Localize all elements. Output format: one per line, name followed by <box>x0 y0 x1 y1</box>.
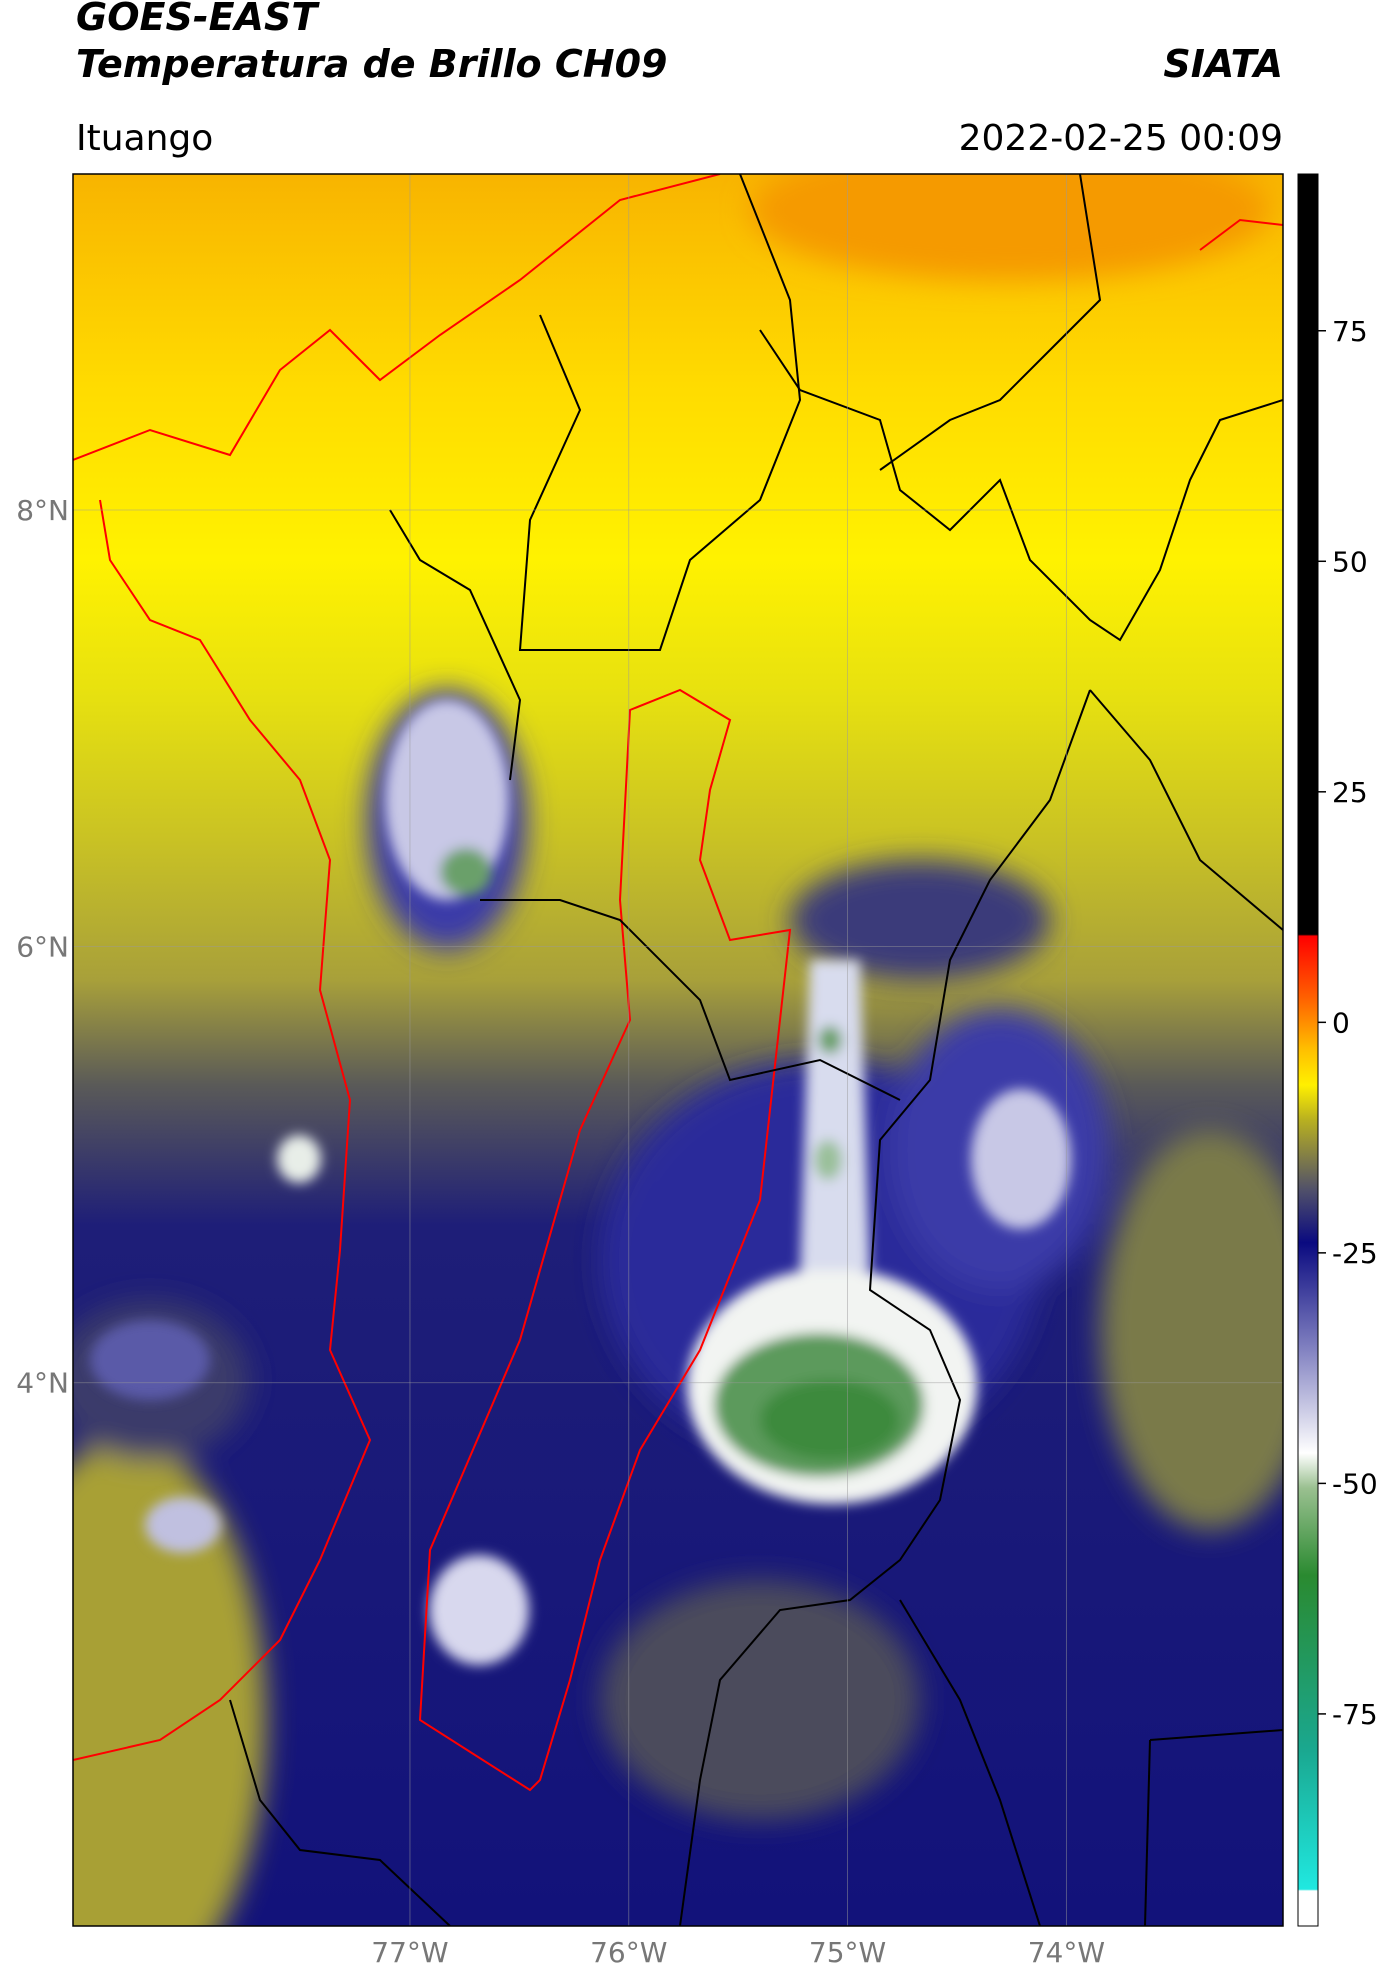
colorbar-tick-label: -50 <box>1332 1467 1378 1500</box>
colorbar-tick-label: -25 <box>1332 1237 1378 1270</box>
title: GOES-EAST <box>76 0 320 39</box>
x-tick-label: 74°W <box>1028 1936 1105 1969</box>
location: Ituango <box>76 118 213 159</box>
colorbar-tick-label: 75 <box>1332 315 1368 348</box>
colorbar-tick-label: -75 <box>1332 1698 1378 1731</box>
y-tick-label: 4°N <box>16 1367 69 1400</box>
subtitle: Temperatura de Brillo CH09 <box>76 42 667 86</box>
y-tick-label: 8°N <box>16 494 69 527</box>
colorbar <box>1297 173 1319 1927</box>
satellite-image <box>73 174 1283 1926</box>
y-tick-label: 6°N <box>16 930 69 963</box>
colorbar-tick-label: 0 <box>1332 1006 1350 1039</box>
colorbar-tick-label: 50 <box>1332 545 1368 578</box>
x-tick-label: 75°W <box>809 1936 886 1969</box>
datetime: 2022-02-25 00:09 <box>959 118 1283 159</box>
source: SIATA <box>1163 42 1283 86</box>
map-frame <box>72 173 1284 1927</box>
colorbar-tick-label: 25 <box>1332 776 1368 809</box>
x-tick-label: 77°W <box>371 1936 448 1969</box>
x-tick-label: 76°W <box>590 1936 667 1969</box>
